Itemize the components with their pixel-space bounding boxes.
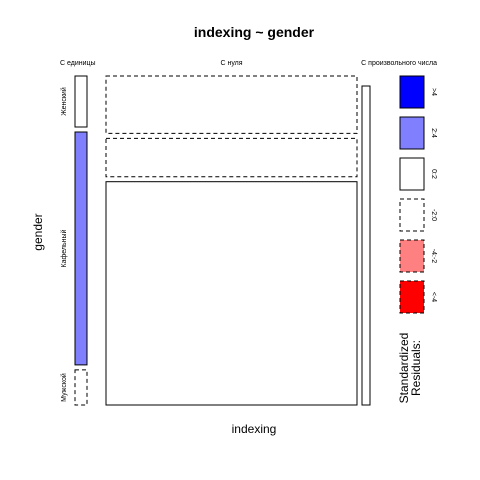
y-marginal-bar <box>74 131 88 366</box>
legend-label: -2:0 <box>430 209 437 221</box>
x-level-labels: С единицы С нуля С произвольного числа <box>60 60 437 67</box>
mosaic-cell <box>105 75 358 134</box>
y-level-label: Женский <box>60 87 68 116</box>
y-marginal-bar <box>74 369 88 406</box>
mosaic-cell <box>105 181 358 406</box>
y-axis-label: gender <box>31 213 45 250</box>
legend-swatch <box>399 239 425 273</box>
legend-title: Standardized <box>397 333 411 404</box>
legend-label: 2:4 <box>430 128 437 138</box>
legend-swatch <box>399 280 425 314</box>
mosaic-cell <box>105 137 358 178</box>
x-level-label: С единицы <box>60 60 96 67</box>
mosaic-cells <box>105 75 371 406</box>
y-marginal-bars <box>74 75 88 406</box>
legend-label: >4 <box>430 88 437 96</box>
legend-label: <-4 <box>430 292 437 302</box>
chart-title: indexing ~ gender <box>194 24 315 40</box>
legend-title: Residuals: <box>409 340 423 396</box>
x-level-label: С нуля <box>220 60 242 67</box>
legend-label: 0:2 <box>430 169 437 179</box>
legend-swatch <box>399 157 425 191</box>
mosaic-cell <box>361 85 371 406</box>
y-marginal-bar <box>74 75 88 128</box>
legend-swatch <box>399 198 425 232</box>
legend-swatch <box>399 75 425 109</box>
y-level-label: Кафельный <box>60 229 68 267</box>
legend-label: -4:-2 <box>430 249 437 264</box>
legend-swatch <box>399 116 425 150</box>
y-level-labels: Женский Кафельный Мужской <box>60 87 68 402</box>
x-axis-label: indexing <box>232 422 277 436</box>
y-level-label: Мужской <box>60 373 68 402</box>
x-level-label: С произвольного числа <box>361 60 437 67</box>
residual-legend: >4 2:4 0:2 -2:0 -4:-2 <-4 StandardizedResidual… <box>397 75 437 404</box>
